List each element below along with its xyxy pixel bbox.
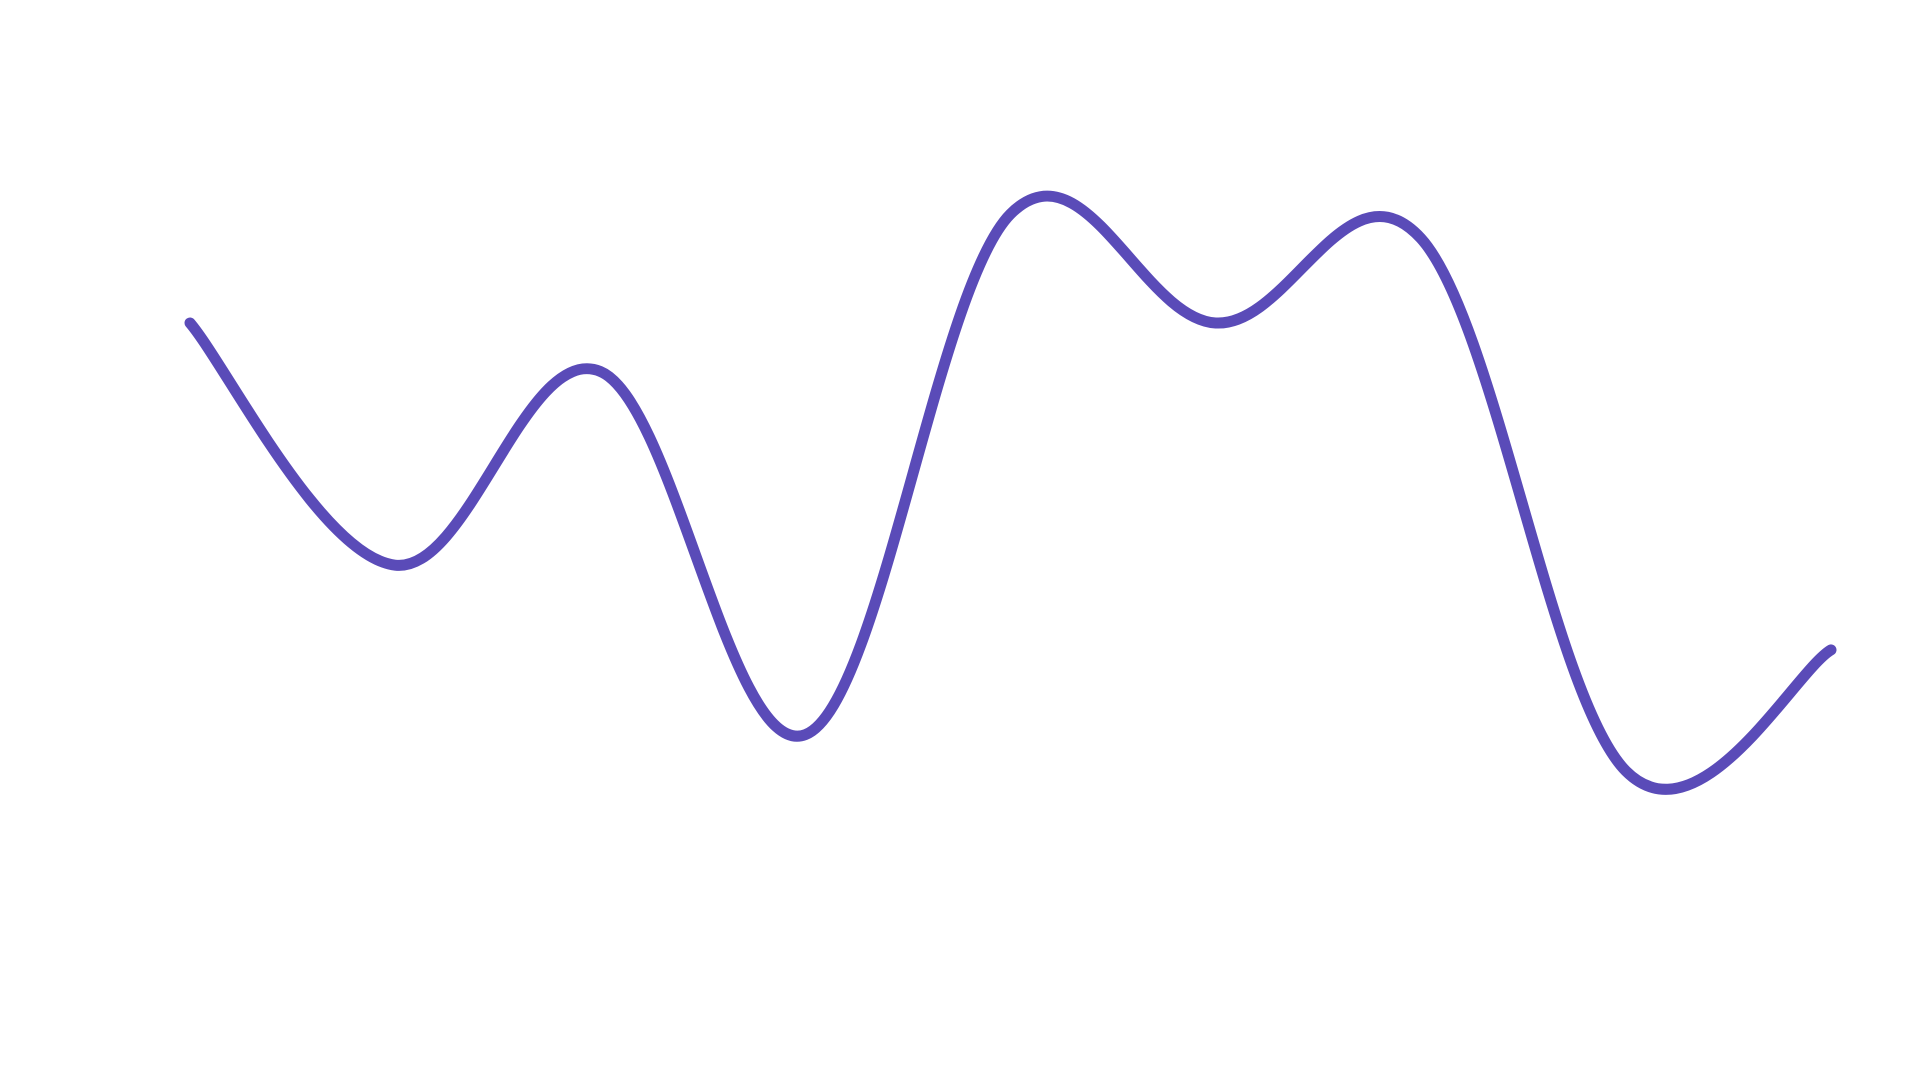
line: [184, 190, 1837, 795]
